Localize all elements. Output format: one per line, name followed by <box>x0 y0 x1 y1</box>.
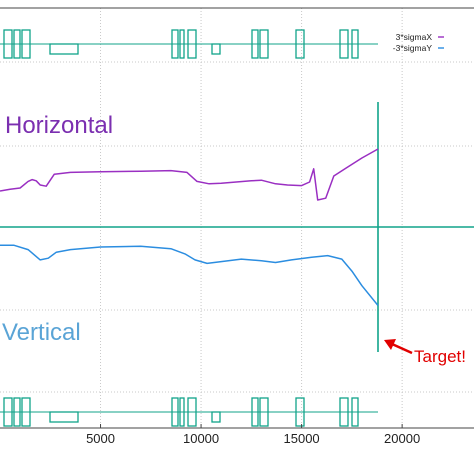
x-tick-label-1: 10000 <box>183 431 219 446</box>
target-arrow-head <box>384 339 396 350</box>
x-tick-label-3: 20000 <box>384 431 420 446</box>
plot-frame <box>0 7 474 429</box>
x-tick-labels: 5000 10000 15000 20000 <box>86 424 420 446</box>
x-tick-label-0: 5000 <box>86 431 115 446</box>
series-line-sigmay <box>0 244 379 306</box>
annotation-target: Target! <box>414 347 466 366</box>
lattice-elements-bottom <box>0 397 378 427</box>
x-tick-label-2: 15000 <box>284 431 320 446</box>
target-arrow-shaft <box>391 342 413 355</box>
annotation-horizontal: Horizontal <box>5 112 113 139</box>
grid-lines <box>0 8 474 428</box>
lattice-elements-top <box>0 29 378 59</box>
annotation-vertical: Vertical <box>2 319 81 346</box>
target-annotation: Target! <box>384 339 466 366</box>
series-line-sigmax <box>0 148 379 201</box>
series-layer <box>0 148 379 306</box>
legend-label-sigmax: 3*sigmaX <box>396 32 433 42</box>
legend-label-sigmay: -3*sigmaY <box>393 43 433 53</box>
legend: 3*sigmaX -3*sigmaY <box>393 32 444 53</box>
